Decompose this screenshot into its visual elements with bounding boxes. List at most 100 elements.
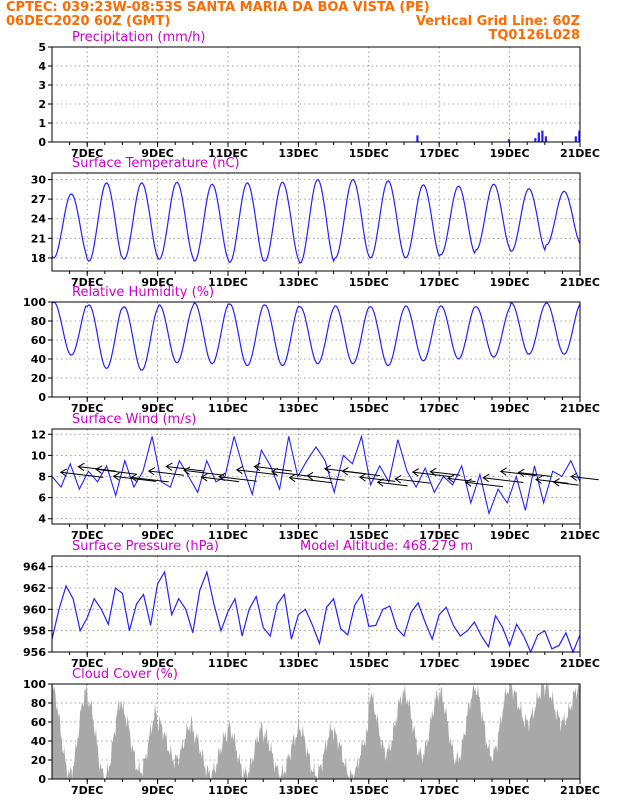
pressure-xtick-label: 13DEC <box>278 657 318 670</box>
cloud-cover-area <box>52 684 580 779</box>
precipitation-bar <box>534 138 537 142</box>
wind-ytick-label: 8 <box>38 471 46 484</box>
pressure-xtick-label: 15DEC <box>349 657 389 670</box>
temperature-line <box>51 178 581 264</box>
panel-temperature: Surface Temperature (nC) 18 21 24 27 30 7DEC 9… <box>31 156 600 289</box>
wind-arrow-shaft <box>500 470 536 477</box>
humidity-xtick-label: 19DEC <box>490 402 530 415</box>
wind-arrow <box>376 478 408 487</box>
wind-arrow-head <box>517 468 525 477</box>
header-station: CPTEC: 039:23W-08:53S SANTA MARIA DA BOA… <box>6 0 430 15</box>
wind-arrow <box>288 473 333 484</box>
header-grid-line: Vertical Grid Line: 60Z <box>416 14 580 29</box>
cloud-cover-ytick-label: 60 <box>31 716 47 729</box>
temperature-xtick-label: 19DEC <box>490 276 530 289</box>
humidity-ytick-label: 20 <box>31 372 47 385</box>
precipitation-title: Precipitation (mm/h) <box>72 30 205 45</box>
wind-arrow <box>411 468 451 478</box>
temperature-xtick-label: 13DEC <box>278 276 318 289</box>
wind-arrow <box>165 462 204 472</box>
wind-arrow <box>112 472 157 482</box>
wind-arrow-head <box>376 478 384 487</box>
wind-ytick-label: 4 <box>38 513 46 526</box>
wind-arrow-shaft <box>307 475 345 481</box>
precipitation-bar <box>537 132 540 142</box>
wind-arrow-shaft <box>201 476 240 483</box>
wind-arrow <box>482 473 524 484</box>
panel-precipitation: Precipitation (mm/h) 0 1 2 3 4 5 7DEC 9DEC 11DEC… <box>38 30 600 160</box>
pressure-line <box>51 569 581 654</box>
wind-ytick-label: 10 <box>31 449 47 462</box>
temperature-ytick-label: 30 <box>31 174 47 187</box>
wind-arrow-shaft <box>553 481 579 486</box>
precipitation-bar <box>416 135 419 142</box>
panel-humidity: Relative Humidity (%) 0 20 40 60 80 100 7DEC 9D… <box>23 285 600 415</box>
wind-arrow-shaft <box>483 477 524 484</box>
pressure-ytick-label: 958 <box>23 625 46 638</box>
wind-arrow-shaft <box>465 481 504 488</box>
temperature-xtick-label: 15DEC <box>349 276 389 289</box>
header-model-code: TQ0126L028 <box>488 28 580 43</box>
wind-xtick-label: 21DEC <box>560 529 600 542</box>
temperature-title: Surface Temperature (nC) <box>72 156 240 171</box>
wind-arrow-head <box>183 466 191 475</box>
cloud-cover-xtick-label: 9DEC <box>141 784 173 797</box>
wind-arrow <box>59 468 104 478</box>
model-altitude: Model Altitude: 468.279 m <box>300 539 473 554</box>
temperature-ytick-label: 24 <box>31 213 47 226</box>
wind-arrow-shaft <box>183 469 225 476</box>
temperature-ytick-label: 27 <box>31 193 46 206</box>
precipitation-bar <box>578 130 581 142</box>
precipitation-ytick-label: 1 <box>38 117 46 130</box>
temperature-ytick-label: 18 <box>31 252 46 265</box>
wind-arrow-head <box>411 468 420 477</box>
wind-arrow <box>341 467 380 477</box>
pressure-plot-area <box>52 556 580 652</box>
wind-arrow <box>147 467 184 476</box>
wind-arrow-shaft <box>395 478 431 484</box>
wind-arrow-head <box>429 467 437 477</box>
humidity-xtick-label: 9DEC <box>141 402 173 415</box>
wind-arrow <box>235 465 277 476</box>
cloud-cover-xtick-label: 11DEC <box>208 784 248 797</box>
precipitation-xtick-label: 19DEC <box>490 147 530 160</box>
wind-arrow <box>95 465 137 475</box>
wind-arrow-head <box>218 472 226 482</box>
humidity-plot-area <box>52 302 580 397</box>
precipitation-xtick-label: 13DEC <box>278 147 318 160</box>
wind-arrow-shaft <box>359 476 396 482</box>
pressure-xtick-label: 11DEC <box>208 657 248 670</box>
cloud-cover-ytick-label: 40 <box>31 735 47 748</box>
pressure-ytick-label: 956 <box>23 646 46 659</box>
wind-arrow <box>183 466 225 476</box>
wind-arrow-shaft <box>518 472 551 477</box>
wind-arrow-head <box>235 465 244 475</box>
cloud-cover-xtick-label: 19DEC <box>490 784 530 797</box>
humidity-xtick-label: 17DEC <box>419 402 459 415</box>
temperature-xtick-label: 17DEC <box>419 276 459 289</box>
wind-arrow <box>130 473 169 483</box>
temperature-xtick-label: 11DEC <box>208 276 248 289</box>
wind-arrow-head <box>535 475 543 484</box>
wind-arrow-head <box>341 467 349 476</box>
cloud-cover-ytick-label: 100 <box>23 678 46 691</box>
wind-arrow-shaft <box>60 471 104 478</box>
precipitation-xtick-label: 9DEC <box>141 147 173 160</box>
humidity-line <box>51 301 581 371</box>
cloud-cover-xtick-label: 7DEC <box>71 784 103 797</box>
pressure-ytick-label: 964 <box>23 561 46 574</box>
precipitation-ytick-label: 5 <box>38 41 46 54</box>
humidity-ytick-label: 40 <box>31 353 47 366</box>
wind-arrow <box>306 471 345 481</box>
wind-arrow-head <box>130 473 138 482</box>
precipitation-xtick-label: 7DEC <box>71 147 103 160</box>
panel-pressure: Surface Pressure (hPa) Model Altitude: 4… <box>23 539 600 670</box>
wind-arrow <box>429 467 461 477</box>
precipitation-ytick-label: 2 <box>38 98 46 111</box>
wind-xtick-label: 19DEC <box>490 529 530 542</box>
cloud-cover-xtick-label: 17DEC <box>419 784 459 797</box>
wind-xtick-label: 17DEC <box>419 529 459 542</box>
humidity-title: Relative Humidity (%) <box>72 285 214 300</box>
wind-arrow <box>499 467 536 477</box>
